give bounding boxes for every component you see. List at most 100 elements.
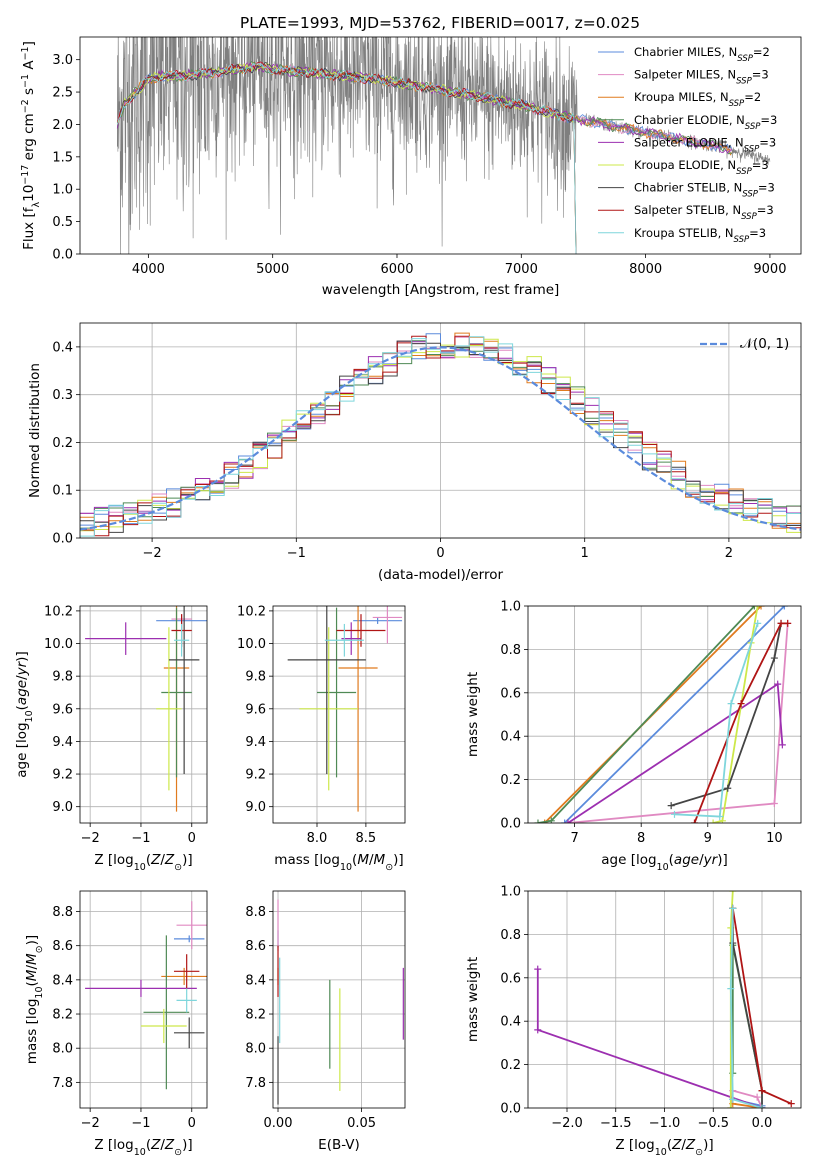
legend-entry: 𝒩(0, 1) [740, 336, 789, 352]
label-part: / [24, 965, 40, 970]
plus-marker [724, 784, 732, 792]
label-part: ⊙ [385, 862, 393, 873]
y-axis-label: Normed distribution [27, 363, 43, 498]
legend-entry: Salpeter STELIB, NSSP=3 [634, 203, 774, 222]
legend-nssp-prefix: , N [726, 181, 742, 195]
legend-nssp-prefix: , N [720, 158, 736, 172]
axes-frame [79, 36, 802, 255]
plus-marker [727, 700, 735, 708]
y-tick-label: 2.5 [52, 86, 73, 101]
y-tick-label: 0.0 [52, 248, 73, 263]
x-tick-label: 0.0 [752, 1116, 773, 1131]
y-tick-label: 9.2 [52, 768, 73, 783]
y-tick-label: 0.3 [52, 388, 73, 403]
label-part: / [14, 675, 30, 680]
y-axis-label: mass weight [465, 672, 481, 757]
label-part: yr [703, 852, 719, 868]
y-tick-label: 8.0 [245, 1042, 266, 1057]
label-part: mass [log [24, 999, 40, 1065]
legend-series-name: Salpeter ELODIE [634, 135, 728, 149]
y-tick-label: 0.0 [52, 532, 73, 547]
label-part: 10 [24, 710, 35, 722]
y-tick-label: 8.8 [52, 905, 73, 920]
legend-nssp-sub: SSP [742, 190, 758, 200]
axes-frame [79, 890, 208, 1109]
axes-frame [527, 890, 802, 1109]
x-axis-label: age [log10(age/yr)] [601, 852, 727, 873]
legend-entry: Kroupa STELIB, NSSP=3 [634, 226, 766, 245]
x-tick-label: −2 [143, 546, 162, 561]
label-part: )] [24, 935, 40, 946]
x-tick-label: 7 [570, 831, 578, 846]
cumulative-line-chabrier-stelib [670, 623, 782, 807]
plus-marker [690, 819, 698, 823]
plus-marker [753, 1093, 761, 1101]
y-tick-label: 9.4 [52, 735, 73, 750]
label-part: ( [669, 852, 674, 868]
error-bars [85, 606, 207, 812]
label-part: erg cm [21, 113, 37, 164]
y-tick-label: 0.4 [500, 730, 521, 745]
cumulative-lines [534, 606, 792, 823]
legend-nssp-prefix: , N [720, 68, 736, 82]
x-tick-label: 0.00 [264, 1116, 293, 1131]
y-tick-label: 8.0 [52, 1042, 73, 1057]
label-part: ( [24, 981, 40, 986]
legend-series-name: Kroupa ELODIE [634, 158, 720, 172]
y-tick-label: 9.0 [52, 800, 73, 815]
label-part: age [log [14, 722, 30, 777]
model-line-salpeter-elodie [116, 61, 733, 154]
y-tick-label: 9.8 [52, 670, 73, 685]
x-axis-label: wavelength [Angstrom, rest frame] [322, 282, 560, 298]
y-tick-label: 0.0 [500, 817, 521, 832]
x-tick-label: 8000 [629, 262, 662, 277]
legend-nssp-prefix: , N [713, 90, 729, 104]
legend-nssp-sub: SSP [734, 235, 750, 245]
label-part: −1 [20, 46, 31, 60]
label-part: age [674, 852, 699, 868]
y-tick-label: 10.2 [44, 604, 73, 619]
legend-nssp-value: =2 [744, 90, 761, 104]
label-part: A [21, 60, 37, 74]
y-tick-label: 9.4 [245, 735, 266, 750]
label-part: −2 [20, 99, 31, 113]
plus-marker [727, 1104, 735, 1108]
cumulative-line-kroupa-elodie [712, 606, 759, 823]
cumulative_Z-panel: −2.0 −1.5 −1.0 −0.5 0.0 0.0 0.2 0.4 0.6 0.8 1.0 Z [… [465, 885, 802, 1158]
label-part: mass [log [274, 852, 340, 868]
label-part: / [699, 852, 704, 868]
x-tick-label: −2 [81, 1116, 100, 1131]
label-part: 10 [340, 862, 352, 873]
label-part: ⊙ [695, 1147, 703, 1158]
label-part: age [log [601, 852, 656, 868]
y-tick-label: 0.0 [500, 1102, 521, 1117]
x-tick-label: −1.5 [600, 1116, 632, 1131]
legend-nssp-prefix: , N [728, 135, 744, 149]
plus-marker [777, 619, 785, 627]
plus-marker [561, 819, 569, 823]
x-tick-label: −2 [81, 831, 100, 846]
legend-entry: Kroupa ELODIE, NSSP=3 [634, 158, 769, 177]
mass_vs_EBV-panel: 0.00 0.05 7.8 8.0 8.2 8.4 8.6 8.8 E(B-V) [245, 890, 406, 1153]
plus-marker [787, 1100, 795, 1108]
data-spectrum-line [117, 37, 771, 254]
legend-series-name: Kroupa STELIB [634, 226, 718, 240]
y-tick-label: 9.0 [245, 800, 266, 815]
label-part: ( [667, 1137, 672, 1153]
label-part: )] [393, 852, 404, 868]
label-part: / [160, 1137, 165, 1153]
label-part: Z [685, 1137, 696, 1153]
plus-marker [716, 812, 724, 820]
x-axis-label: Z [log10(Z/Z⊙)] [94, 852, 192, 873]
y-tick-label: 9.6 [245, 702, 266, 717]
legend-nssp-value: =2 [753, 45, 770, 59]
x-tick-label: 0.05 [347, 1116, 376, 1131]
legend-series-name: Salpeter STELIB [634, 203, 725, 217]
x-tick-label: 4000 [132, 262, 165, 277]
x-tick-label: 9000 [753, 262, 786, 277]
x-tick-label: 8 [637, 831, 645, 846]
plus-marker [774, 680, 782, 688]
y-axis-label: mass [log10(M/M⊙)] [24, 935, 45, 1064]
y-tick-label: 0.6 [500, 971, 521, 986]
